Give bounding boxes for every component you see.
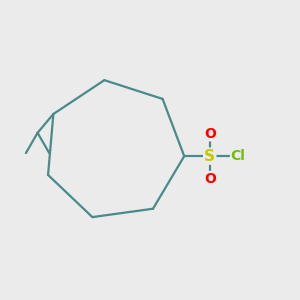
Text: O: O	[204, 172, 216, 186]
Text: S: S	[204, 148, 215, 164]
Text: Cl: Cl	[230, 149, 245, 163]
Text: O: O	[204, 127, 216, 141]
